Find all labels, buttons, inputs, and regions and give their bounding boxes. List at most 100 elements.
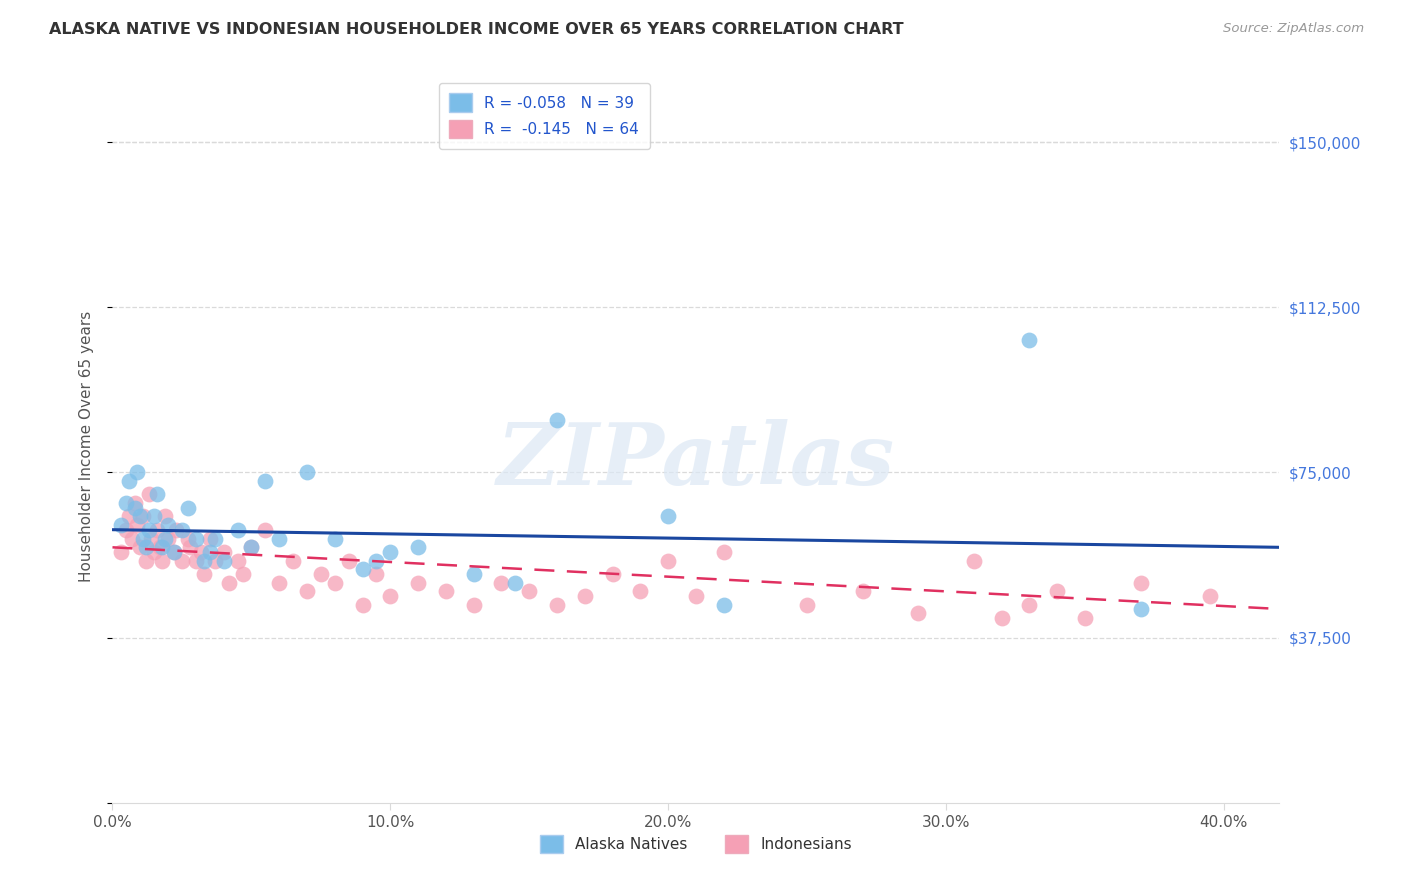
Point: [602, 566, 624, 581]
Point: [907, 607, 929, 621]
Point: [1129, 602, 1152, 616]
Point: [204, 553, 226, 567]
Point: [254, 523, 277, 537]
Point: [226, 553, 249, 567]
Point: [155, 509, 177, 524]
Legend: Alaska Natives, Indonesians: Alaska Natives, Indonesians: [534, 829, 858, 859]
Point: [146, 523, 169, 537]
Point: [352, 562, 374, 576]
Point: [295, 466, 318, 480]
Point: [129, 509, 152, 524]
Point: [155, 532, 177, 546]
Point: [546, 598, 568, 612]
Point: [254, 475, 277, 489]
Point: [146, 487, 169, 501]
Point: [204, 532, 226, 546]
Point: [852, 584, 875, 599]
Point: [281, 553, 304, 567]
Point: [143, 545, 166, 559]
Point: [1018, 333, 1040, 347]
Point: [184, 532, 207, 546]
Point: [1046, 584, 1069, 599]
Point: [269, 532, 291, 546]
Point: [295, 584, 318, 599]
Y-axis label: Householder Income Over 65 years: Householder Income Over 65 years: [79, 310, 94, 582]
Point: [110, 545, 132, 559]
Point: [323, 532, 346, 546]
Point: [713, 598, 735, 612]
Point: [179, 541, 201, 555]
Point: [115, 523, 138, 537]
Point: [963, 553, 986, 567]
Point: [190, 545, 212, 559]
Point: [110, 518, 132, 533]
Point: [463, 598, 485, 612]
Point: [141, 532, 163, 546]
Point: [240, 541, 263, 555]
Point: [127, 466, 149, 480]
Point: [135, 553, 157, 567]
Point: [491, 575, 513, 590]
Point: [309, 566, 332, 581]
Point: [269, 575, 291, 590]
Point: [138, 523, 160, 537]
Point: [138, 487, 160, 501]
Point: [406, 575, 429, 590]
Point: [323, 575, 346, 590]
Point: [198, 532, 221, 546]
Point: [124, 500, 146, 515]
Point: [380, 545, 402, 559]
Text: ALASKA NATIVE VS INDONESIAN HOUSEHOLDER INCOME OVER 65 YEARS CORRELATION CHART: ALASKA NATIVE VS INDONESIAN HOUSEHOLDER …: [49, 22, 904, 37]
Point: [118, 475, 141, 489]
Point: [796, 598, 818, 612]
Point: [157, 518, 180, 533]
Point: [170, 523, 193, 537]
Point: [1199, 589, 1222, 603]
Point: [657, 553, 679, 567]
Point: [193, 553, 215, 567]
Point: [1074, 611, 1097, 625]
Point: [366, 553, 388, 567]
Point: [352, 598, 374, 612]
Point: [505, 575, 527, 590]
Point: [152, 541, 174, 555]
Point: [149, 541, 172, 555]
Point: [240, 541, 263, 555]
Point: [143, 509, 166, 524]
Point: [152, 553, 174, 567]
Point: [657, 509, 679, 524]
Point: [121, 532, 143, 546]
Point: [157, 532, 180, 546]
Point: [685, 589, 707, 603]
Point: [337, 553, 360, 567]
Point: [628, 584, 651, 599]
Point: [193, 566, 215, 581]
Point: [124, 496, 146, 510]
Point: [1018, 598, 1040, 612]
Point: [132, 509, 155, 524]
Point: [546, 412, 568, 426]
Point: [165, 523, 187, 537]
Point: [162, 545, 184, 559]
Point: [366, 566, 388, 581]
Point: [517, 584, 540, 599]
Point: [406, 541, 429, 555]
Point: [198, 545, 221, 559]
Point: [232, 566, 254, 581]
Point: [129, 541, 152, 555]
Point: [127, 518, 149, 533]
Text: ZIPatlas: ZIPatlas: [496, 418, 896, 502]
Point: [990, 611, 1012, 625]
Point: [170, 553, 193, 567]
Point: [713, 545, 735, 559]
Point: [434, 584, 457, 599]
Point: [176, 532, 198, 546]
Point: [184, 553, 207, 567]
Point: [218, 575, 240, 590]
Point: [135, 541, 157, 555]
Point: [162, 545, 184, 559]
Point: [226, 523, 249, 537]
Text: Source: ZipAtlas.com: Source: ZipAtlas.com: [1223, 22, 1364, 36]
Point: [380, 589, 402, 603]
Point: [463, 566, 485, 581]
